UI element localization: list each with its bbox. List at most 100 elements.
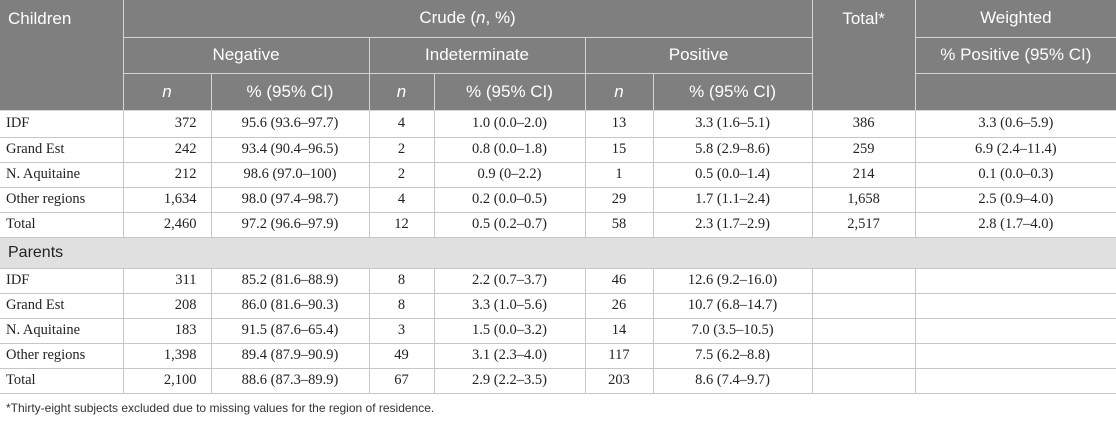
ind-pct-cell: 0.9 (0–2.2) [434,162,586,188]
region-cell: Other regions [0,343,124,369]
pos-pct-cell: 7.5 (6.2–8.8) [653,343,813,369]
ind-n-cell: 12 [369,212,435,238]
table-row: Total 2,460 97.2 (96.6–97.9) 12 0.5 (0.2… [0,212,1116,238]
pos-pct-cell: 10.7 (6.8–14.7) [653,293,813,319]
pos-n-cell: 117 [585,343,654,369]
pos-pct-cell: 0.5 (0.0–1.4) [653,162,813,188]
total-header: Total* [812,0,916,111]
pos-n-cell: 58 [585,212,654,238]
indeterminate-header: Indeterminate [369,37,586,74]
pos-n-cell: 15 [585,137,654,163]
ind-n-cell: 4 [369,187,435,213]
ind-n-cell: 8 [369,268,435,294]
region-cell: Grand Est [0,293,124,319]
table-row: Other regions 1,634 98.0 (97.4–98.7) 4 0… [0,187,1116,213]
neg-n-cell: 311 [123,268,212,294]
ind-pct-header: % (95% CI) [434,73,586,111]
table-body: IDF 372 95.6 (93.6–97.7) 4 1.0 (0.0–2.0)… [0,110,1116,394]
pos-pct-cell: 1.7 (1.1–2.4) [653,187,813,213]
region-cell: Total [0,368,124,394]
pos-pct-header: % (95% CI) [653,73,813,111]
total-cell [812,343,916,369]
neg-n-cell: 2,460 [123,212,212,238]
crude-suffix: , %) [485,8,516,28]
region-cell: Grand Est [0,137,124,163]
weighted-cell [915,318,1116,344]
ind-pct-cell: 0.2 (0.0–0.5) [434,187,586,213]
weighted-cell: 3.3 (0.6–5.9) [915,110,1116,138]
ind-pct-cell: 0.5 (0.2–0.7) [434,212,586,238]
table-row: Total 2,100 88.6 (87.3–89.9) 67 2.9 (2.2… [0,368,1116,394]
neg-pct-cell: 97.2 (96.6–97.9) [211,212,370,238]
ind-pct-cell: 0.8 (0.0–1.8) [434,137,586,163]
weighted-cell [915,343,1116,369]
neg-n-cell: 208 [123,293,212,319]
crude-prefix: Crude ( [419,8,477,28]
table-row: Grand Est 242 93.4 (90.4–96.5) 2 0.8 (0.… [0,137,1116,163]
neg-pct-cell: 95.6 (93.6–97.7) [211,110,370,138]
crude-n: n [476,8,486,28]
ind-n-cell: 49 [369,343,435,369]
table-footnote: *Thirty-eight subjects excluded due to m… [6,401,435,415]
weighted-cell [915,293,1116,319]
neg-pct-cell: 86.0 (81.6–90.3) [211,293,370,319]
neg-n-cell: 1,398 [123,343,212,369]
ind-pct-cell: 1.5 (0.0–3.2) [434,318,586,344]
pos-n-cell: 14 [585,318,654,344]
pos-n-cell: 203 [585,368,654,394]
pos-n-cell: 1 [585,162,654,188]
pos-pct-cell: 5.8 (2.9–8.6) [653,137,813,163]
weighted-cell [915,268,1116,294]
total-cell: 1,658 [812,187,916,213]
weighted-cell: 6.9 (2.4–11.4) [915,137,1116,163]
neg-n-header: n [123,73,212,111]
table-row: IDF 311 85.2 (81.6–88.9) 8 2.2 (0.7–3.7)… [0,268,1116,294]
pos-pct-cell: 7.0 (3.5–10.5) [653,318,813,344]
ind-n-cell: 8 [369,293,435,319]
children-corner-header: Children [0,0,124,111]
region-cell: N. Aquitaine [0,162,124,188]
table-header: Children Crude (n, %) Total* Weighted Ne… [0,0,1116,111]
neg-n-cell: 2,100 [123,368,212,394]
ind-n-cell: 67 [369,368,435,394]
ind-pct-cell: 3.1 (2.3–4.0) [434,343,586,369]
weighted-cell: 2.8 (1.7–4.0) [915,212,1116,238]
neg-n-cell: 372 [123,110,212,138]
neg-n-cell: 183 [123,318,212,344]
region-cell: N. Aquitaine [0,318,124,344]
pos-n-header: n [585,73,654,111]
crude-group-header: Crude (n, %) [123,0,813,38]
neg-pct-cell: 98.6 (97.0–100) [211,162,370,188]
table-row: Grand Est 208 86.0 (81.6–90.3) 8 3.3 (1.… [0,293,1116,319]
region-cell: Total [0,212,124,238]
ind-n-header: n [369,73,435,111]
region-cell: IDF [0,110,124,138]
table-row: N. Aquitaine 183 91.5 (87.6–65.4) 3 1.5 … [0,318,1116,344]
ind-n-cell: 3 [369,318,435,344]
pos-n-cell: 13 [585,110,654,138]
region-cell: Other regions [0,187,124,213]
total-cell [812,268,916,294]
neg-pct-cell: 88.6 (87.3–89.9) [211,368,370,394]
ind-n-cell: 2 [369,137,435,163]
ind-pct-cell: 2.2 (0.7–3.7) [434,268,586,294]
pos-pct-cell: 8.6 (7.4–9.7) [653,368,813,394]
pos-pct-cell: 3.3 (1.6–5.1) [653,110,813,138]
ind-pct-cell: 3.3 (1.0–5.6) [434,293,586,319]
total-cell [812,293,916,319]
pos-n-cell: 29 [585,187,654,213]
pct-positive-ci-header: % Positive (95% CI) [915,37,1116,74]
table-row: N. Aquitaine 212 98.6 (97.0–100) 2 0.9 (… [0,162,1116,188]
neg-n-cell: 212 [123,162,212,188]
region-cell: IDF [0,268,124,294]
weighted-cell: 2.5 (0.9–4.0) [915,187,1116,213]
neg-pct-cell: 85.2 (81.6–88.9) [211,268,370,294]
pos-n-cell: 46 [585,268,654,294]
total-cell: 259 [812,137,916,163]
total-cell [812,368,916,394]
ind-n-cell: 2 [369,162,435,188]
parents-section-label: Parents [0,237,1116,269]
negative-header: Negative [123,37,370,74]
total-cell: 214 [812,162,916,188]
neg-n-cell: 1,634 [123,187,212,213]
